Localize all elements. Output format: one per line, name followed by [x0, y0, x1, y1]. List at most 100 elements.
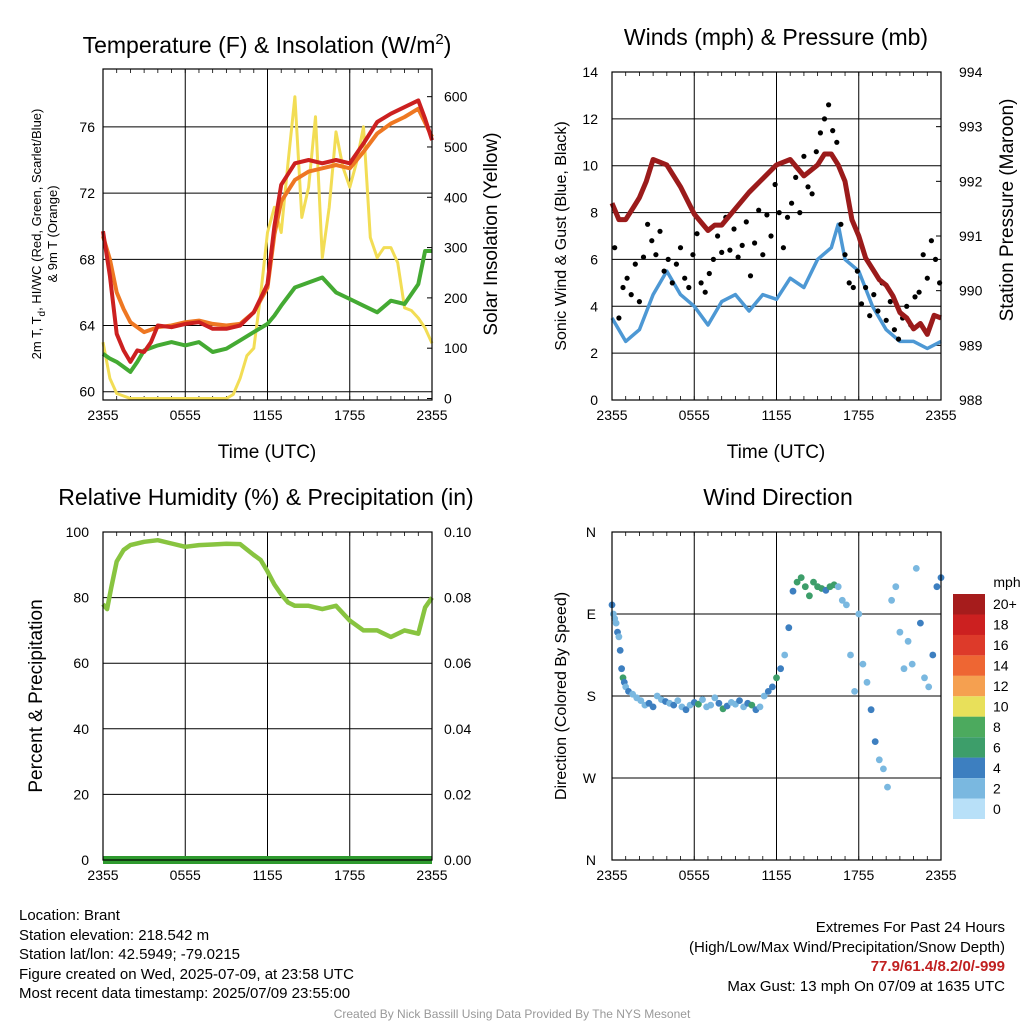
gust-point	[682, 275, 688, 281]
speed-legend-label: 2	[993, 780, 1001, 796]
direction-y-tick-label: N	[586, 852, 596, 868]
wind-x-tick-label: 1755	[843, 407, 874, 423]
direction-point	[711, 694, 719, 702]
most-recent-data: Most recent data timestamp: 2025/07/09 2…	[19, 985, 351, 1002]
direction-point	[699, 696, 706, 703]
direction-point	[884, 783, 891, 791]
wind-y-tick-label: 4	[590, 298, 598, 314]
gust-point	[677, 245, 684, 251]
humidity-y-axis-label: Percent & Precipitation	[26, 599, 47, 792]
gust-point	[673, 261, 680, 267]
direction-point	[843, 601, 850, 609]
wind-y-tick-label: 14	[582, 64, 598, 80]
gust-point	[920, 252, 926, 258]
wind-y-tick-label: 10	[582, 158, 598, 174]
humidity-x-tick-label: 2355	[87, 867, 118, 883]
precip-y2-tick-label: 0.00	[444, 852, 471, 868]
speed-legend-label: 20+	[993, 596, 1017, 612]
gust-point	[624, 275, 630, 281]
direction-point	[912, 565, 920, 572]
wind-y-tick-label: 2	[590, 345, 598, 361]
temp-y-tick-label: 72	[79, 185, 95, 201]
gust-point	[821, 116, 828, 122]
wind-x-tick-label: 1155	[761, 407, 791, 423]
station-info: Location: Brant Station elevation: 218.5…	[19, 906, 354, 1004]
gust-point	[809, 191, 815, 197]
gust-point	[928, 238, 935, 244]
direction-point	[637, 697, 645, 704]
direction-point	[793, 578, 801, 586]
direction-point	[760, 692, 768, 700]
gust-point	[756, 207, 762, 213]
gust-point	[772, 181, 778, 188]
temp-chart-title: Temperature (F) & Insolation (W/m2)	[83, 31, 452, 58]
gust-point	[871, 292, 877, 298]
direction-x-tick-label: 1155	[761, 867, 791, 883]
temp-x-tick-label: 1755	[334, 407, 365, 423]
temp-2m-line	[101, 98, 434, 364]
wind-y-tick-label: 8	[590, 205, 598, 221]
direction-point	[777, 665, 784, 673]
insolation-y2-tick-label: 200	[444, 290, 468, 306]
gust-point	[632, 261, 638, 267]
direction-point	[838, 596, 846, 604]
gust-point	[789, 200, 795, 206]
gust-point	[739, 242, 745, 248]
wind-x-tick-label: 0555	[679, 407, 710, 423]
humidity-x-tick-label: 0555	[170, 867, 201, 883]
humidity-x-tick-label: 2355	[416, 867, 447, 883]
station-latlon: Station lat/lon: 42.5949; -79.0215	[19, 946, 241, 963]
direction-point	[904, 637, 912, 645]
gust-point	[612, 245, 618, 251]
direction-point	[707, 701, 715, 709]
wind-x-tick-label: 2355	[596, 407, 627, 423]
gust-point	[628, 292, 634, 298]
temp-x-tick-label: 2355	[416, 407, 447, 423]
direction-x-tick-label: 0555	[679, 867, 710, 883]
gust-point	[887, 299, 893, 305]
gust-point	[698, 280, 704, 286]
speed-legend-swatch	[953, 798, 985, 819]
gust-point	[760, 252, 766, 258]
temp-x-tick-label: 1155	[252, 407, 282, 423]
gust-point	[875, 308, 881, 314]
pressure-line	[609, 151, 942, 337]
direction-x-tick-label: 2355	[596, 867, 627, 883]
gust-point	[649, 238, 655, 244]
gust-point	[830, 128, 836, 134]
speed-legend-label: 16	[993, 637, 1009, 653]
gust-point	[912, 294, 918, 300]
insolation-y2-tick-label: 600	[444, 89, 468, 105]
direction-point	[801, 583, 809, 591]
direction-y-axis-label: Direction (Colored By Speed)	[553, 592, 570, 800]
insolation-line	[101, 95, 434, 400]
gust-point	[653, 252, 659, 258]
gust-point	[932, 256, 939, 262]
gust-point	[858, 301, 865, 307]
humidity-y-tick-label: 0	[81, 852, 89, 868]
direction-y-tick-label: S	[587, 688, 596, 704]
wind-y-axis-label: Sonic Wind & Gust (Blue, Black)	[553, 121, 570, 350]
speed-legend-swatch	[953, 614, 985, 635]
precip-y2-tick-label: 0.08	[444, 590, 471, 606]
gust-point	[616, 315, 622, 321]
temp-y-tick-label: 68	[79, 251, 95, 267]
humidity-y-tick-label: 40	[73, 721, 89, 737]
speed-legend-label: 14	[993, 658, 1009, 674]
direction-point	[917, 619, 924, 627]
speed-legend-swatch	[953, 737, 985, 758]
gust-point	[747, 273, 754, 279]
direction-point	[908, 660, 916, 668]
gust-point	[719, 249, 725, 255]
direction-plot-frame	[611, 531, 942, 861]
direction-y-tick-label: N	[586, 524, 596, 540]
max-gust: Max Gust: 13 mph On 07/09 at 1635 UTC	[727, 977, 1005, 995]
gust-point	[784, 214, 791, 220]
gust-point	[686, 284, 692, 291]
wind-y-tick-label: 12	[582, 111, 598, 127]
speed-legend-label: 12	[993, 678, 1009, 694]
temp-x-axis-label: Time (UTC)	[218, 442, 317, 463]
gust-point	[850, 284, 856, 291]
direction-point	[615, 633, 623, 641]
direction-x-tick-label: 1755	[843, 867, 874, 883]
